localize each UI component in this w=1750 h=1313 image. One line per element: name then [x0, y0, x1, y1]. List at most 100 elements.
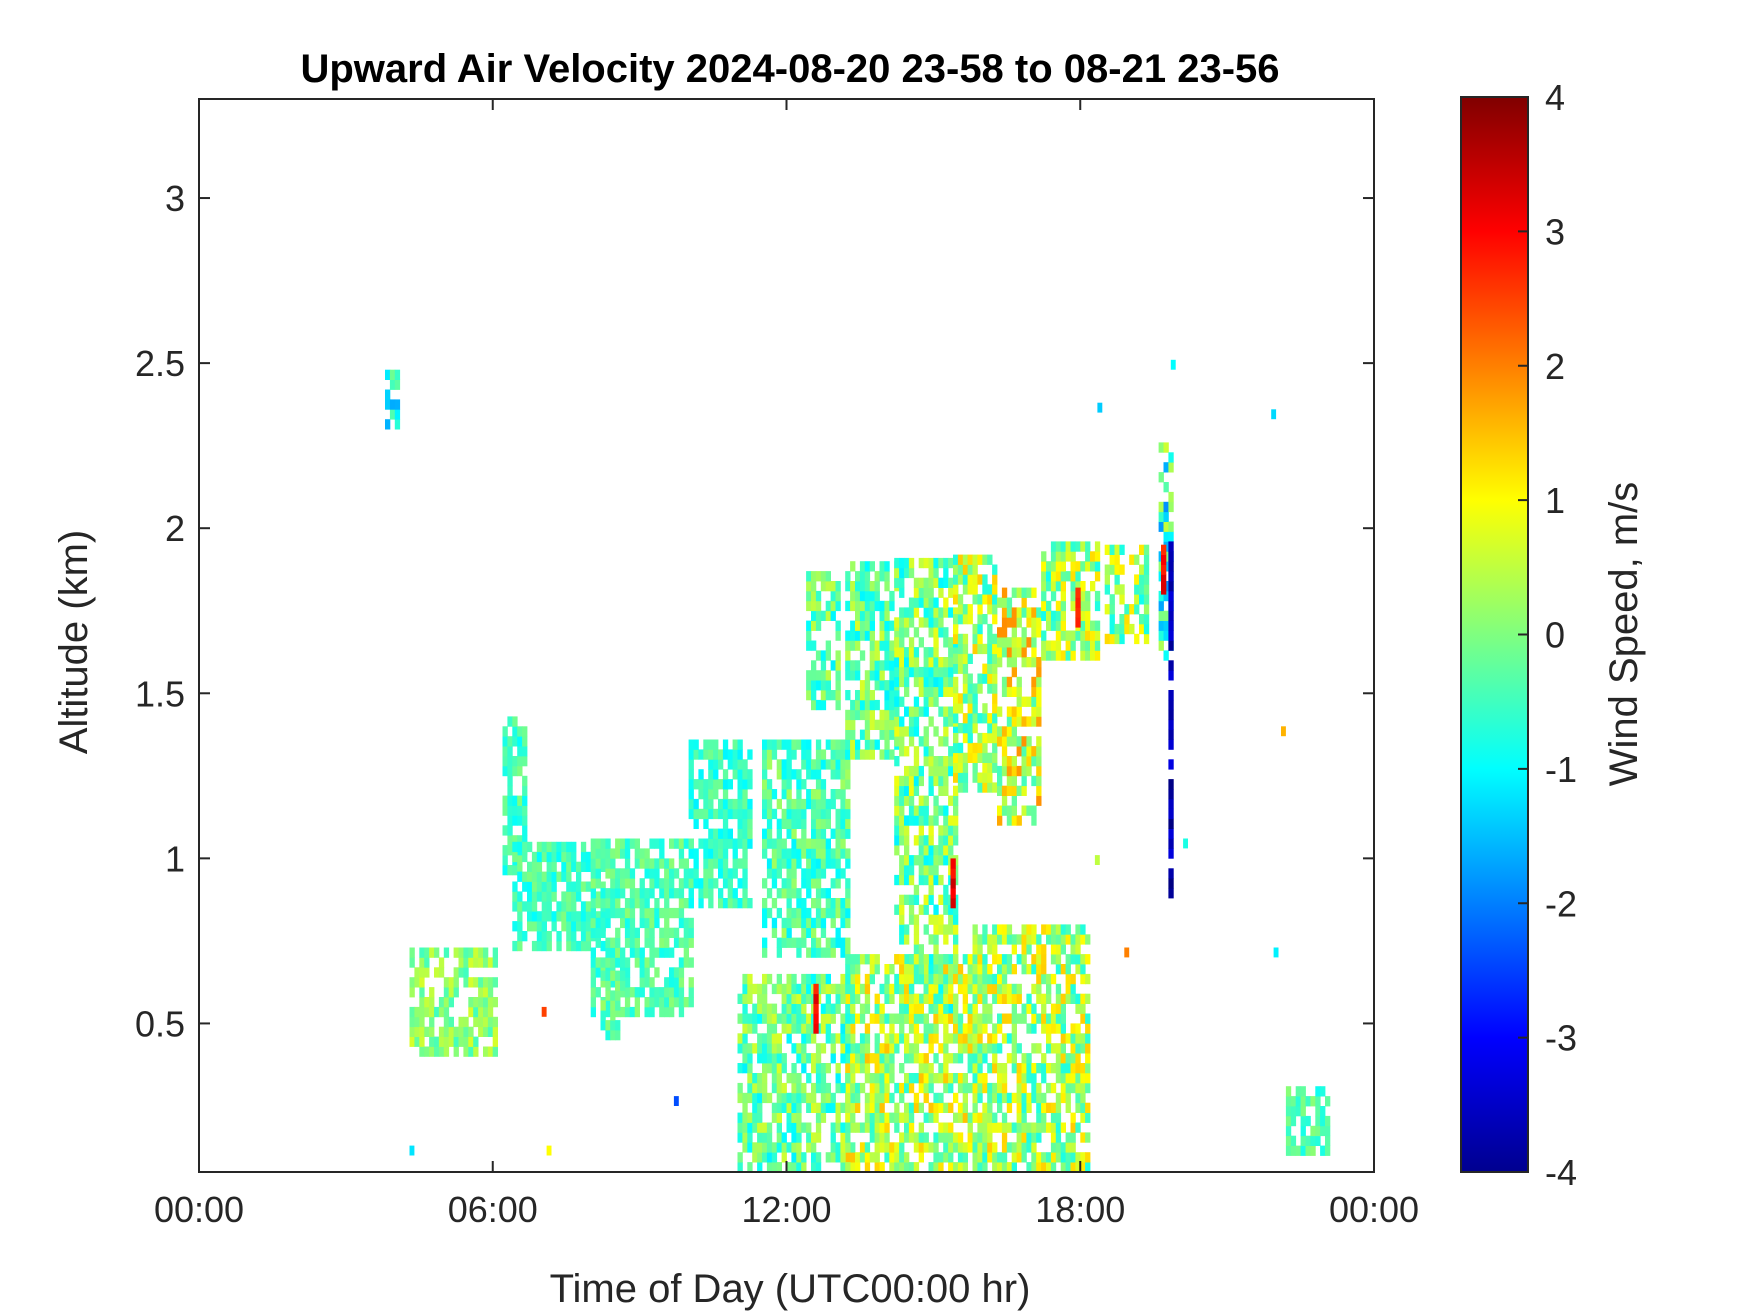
- heatmap-cell: [943, 805, 949, 816]
- heatmap-cell: [938, 825, 944, 836]
- heatmap-cell: [713, 779, 719, 790]
- heatmap-cell: [850, 699, 856, 711]
- heatmap-cell: [992, 1063, 998, 1074]
- heatmap-cell: [1036, 785, 1042, 796]
- heatmap-cell: [845, 640, 851, 651]
- heatmap-cell: [962, 683, 969, 694]
- heatmap-cell: [977, 1053, 983, 1064]
- heatmap-cell: [962, 954, 968, 965]
- heatmap-cell: [950, 888, 956, 899]
- heatmap-cell: [639, 987, 645, 998]
- heatmap-cell: [786, 818, 792, 829]
- heatmap-cell: [649, 977, 655, 988]
- heatmap-cell: [1036, 973, 1042, 985]
- heatmap-cell: [766, 1033, 773, 1044]
- heatmap-cell: [394, 399, 401, 410]
- heatmap-cell: [737, 898, 743, 909]
- heatmap-cell: [688, 987, 694, 998]
- heatmap-cell: [556, 931, 562, 942]
- heatmap-cell: [468, 977, 474, 988]
- heatmap-cell: [913, 587, 920, 598]
- heatmap-cell: [463, 1046, 469, 1057]
- heatmap-cell: [845, 1162, 851, 1173]
- heatmap-cell: [762, 1142, 768, 1153]
- heatmap-cell: [752, 1102, 758, 1113]
- heatmap-cell: [429, 1036, 435, 1047]
- heatmap-cell: [786, 888, 792, 899]
- heatmap-cell: [835, 1152, 841, 1163]
- heatmap-cell: [737, 838, 743, 849]
- heatmap-cell: [957, 614, 964, 625]
- heatmap-cell: [1158, 521, 1164, 532]
- heatmap-cell: [894, 805, 900, 816]
- heatmap-cell: [1055, 551, 1062, 562]
- heatmap-cell: [703, 848, 709, 859]
- heatmap-cell: [1325, 1115, 1331, 1127]
- heatmap-cell: [899, 1003, 905, 1014]
- heatmap-cell: [438, 967, 445, 978]
- heatmap-cell: [913, 1073, 920, 1084]
- heatmap-cell: [840, 779, 846, 790]
- heatmap-cell: [913, 1162, 920, 1173]
- heatmap-cell: [884, 1122, 890, 1133]
- heatmap-cell: [531, 851, 538, 863]
- heatmap-cell: [943, 954, 949, 965]
- heatmap-cell: [1080, 1063, 1086, 1074]
- heatmap-cell: [1026, 736, 1032, 747]
- heatmap-cell: [806, 1132, 812, 1143]
- heatmap-cell: [776, 1132, 782, 1143]
- heatmap-cell: [1085, 561, 1091, 572]
- heatmap-cell: [649, 997, 655, 1008]
- heatmap-cell: [1109, 623, 1115, 635]
- heatmap-cell: [1168, 660, 1174, 671]
- heatmap-cell: [879, 729, 885, 740]
- heatmap-cell: [786, 779, 792, 790]
- heatmap-cell: [938, 775, 944, 787]
- heatmap-cell: [908, 1132, 915, 1143]
- heatmap-cell: [693, 779, 699, 790]
- heatmap-cell: [820, 798, 827, 810]
- heatmap-cell: [899, 676, 905, 688]
- heatmap-cell: [835, 650, 841, 661]
- heatmap-cell: [957, 663, 964, 674]
- heatmap-cell: [781, 1152, 787, 1163]
- heatmap-cell: [953, 732, 959, 744]
- heatmap-cell: [434, 1046, 440, 1057]
- heatmap-cell: [908, 726, 915, 737]
- heatmap-cell: [874, 1102, 880, 1113]
- heatmap-cell: [835, 630, 841, 641]
- heatmap-cell: [894, 845, 900, 856]
- heatmap-cell: [492, 1026, 498, 1037]
- heatmap-cell: [1050, 640, 1057, 651]
- heatmap-cell: [992, 1023, 998, 1034]
- heatmap-cell: [904, 746, 910, 757]
- heatmap-cell: [517, 795, 523, 806]
- heatmap-cell: [1001, 1073, 1008, 1084]
- heatmap-cell: [776, 848, 782, 859]
- heatmap-cell: [1055, 561, 1062, 572]
- heatmap-cell: [1031, 1122, 1037, 1133]
- heatmap-cell: [502, 855, 508, 866]
- heatmap-cell: [1080, 1073, 1086, 1084]
- heatmap-cell: [835, 828, 841, 839]
- heatmap-cell: [943, 557, 949, 569]
- heatmap-cell: [835, 1003, 841, 1014]
- heatmap-cell: [918, 1073, 924, 1084]
- heatmap-cell: [894, 795, 900, 806]
- heatmap-cell: [737, 749, 743, 760]
- heatmap-cell: [1006, 716, 1013, 727]
- heatmap-cell: [874, 1112, 880, 1123]
- heatmap-cell: [1085, 973, 1091, 985]
- heatmap-cell: [982, 772, 988, 783]
- heatmap-cell: [938, 835, 944, 846]
- heatmap-cell: [615, 980, 621, 991]
- heatmap-cell: [928, 567, 934, 579]
- heatmap-cell: [713, 838, 719, 849]
- heatmap-cell: [1026, 1073, 1032, 1084]
- heatmap-cell: [879, 1162, 885, 1173]
- heatmap-cell: [943, 934, 949, 945]
- heatmap-cell: [933, 557, 939, 569]
- heatmap-cell: [899, 696, 905, 707]
- heatmap-cell: [1065, 934, 1071, 945]
- heatmap-cell: [1109, 614, 1115, 625]
